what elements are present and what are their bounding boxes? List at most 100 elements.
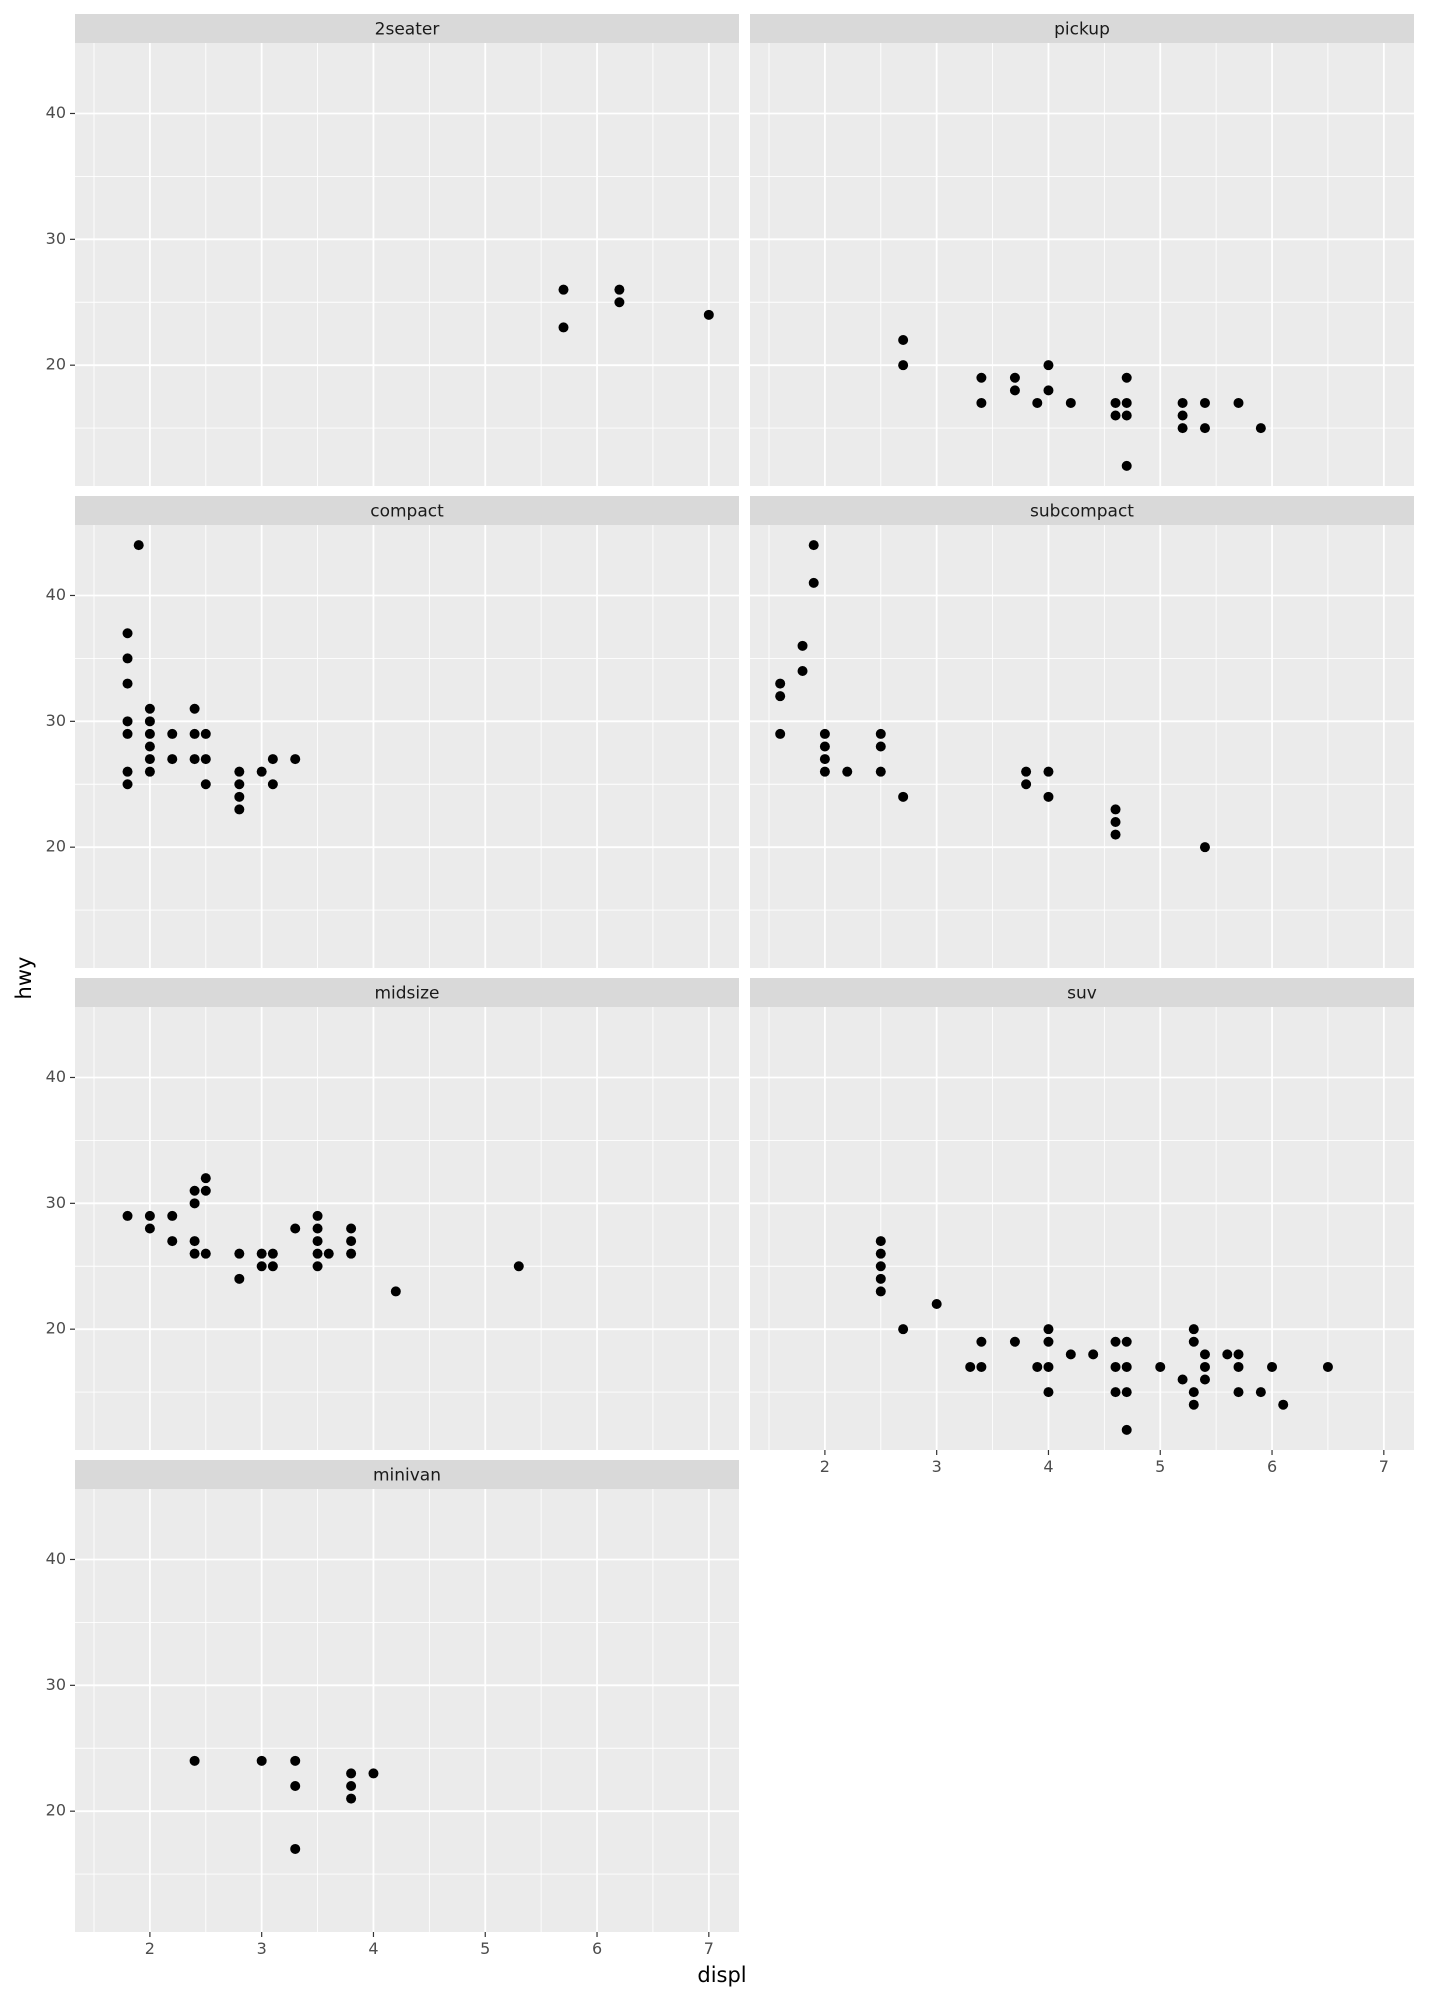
y-tick-label: 40 bbox=[46, 1067, 66, 1086]
y-tick-label: 30 bbox=[46, 1193, 66, 1212]
data-point bbox=[144, 728, 155, 739]
data-point bbox=[346, 1236, 357, 1247]
data-point bbox=[144, 766, 155, 777]
data-point bbox=[797, 665, 808, 676]
data-point bbox=[1233, 1349, 1244, 1360]
y-tick-label: 40 bbox=[46, 103, 66, 122]
panel-background bbox=[75, 1489, 739, 1932]
data-point bbox=[614, 284, 625, 295]
data-point bbox=[1009, 372, 1020, 383]
facet-strip bbox=[750, 14, 1414, 43]
data-point bbox=[167, 1236, 178, 1247]
facet-panel-subcompact: subcompact bbox=[750, 496, 1414, 968]
x-tick-label: 2 bbox=[145, 1939, 155, 1958]
facet-panel-2seater: 2seater 20 30 40 bbox=[46, 14, 739, 486]
data-point bbox=[1199, 1361, 1210, 1372]
data-point bbox=[1188, 1399, 1199, 1410]
data-point bbox=[234, 804, 245, 815]
panel-background bbox=[750, 525, 1414, 968]
data-point bbox=[1121, 397, 1132, 408]
data-point bbox=[1177, 1374, 1188, 1385]
x-tick-label: 4 bbox=[1043, 1457, 1053, 1476]
data-point bbox=[267, 1261, 278, 1272]
data-point bbox=[122, 653, 133, 664]
data-point bbox=[1199, 397, 1210, 408]
data-point bbox=[189, 1755, 200, 1766]
data-point bbox=[1110, 1387, 1121, 1398]
data-point bbox=[1255, 1387, 1266, 1398]
facet-strip-label: compact bbox=[370, 502, 444, 522]
facet-strip-label: midsize bbox=[374, 984, 439, 1004]
data-point bbox=[234, 1248, 245, 1259]
data-point bbox=[290, 1755, 301, 1766]
data-point bbox=[1021, 766, 1032, 777]
data-point bbox=[558, 322, 569, 333]
data-point bbox=[290, 754, 301, 765]
data-point bbox=[234, 1273, 245, 1284]
data-point bbox=[819, 766, 830, 777]
data-point bbox=[323, 1248, 334, 1259]
data-point bbox=[931, 1299, 942, 1310]
data-point bbox=[1043, 1361, 1054, 1372]
data-point bbox=[234, 791, 245, 802]
data-point bbox=[875, 1261, 886, 1272]
facet-strip-label: suv bbox=[1067, 984, 1097, 1004]
x-tick-label: 7 bbox=[1379, 1457, 1389, 1476]
data-point bbox=[1021, 779, 1032, 790]
data-point bbox=[346, 1223, 357, 1234]
panel-background bbox=[750, 1007, 1414, 1450]
data-point bbox=[898, 360, 909, 371]
data-point bbox=[189, 728, 200, 739]
facet-panel-suv: suv 2 3 4 5 6 7 bbox=[750, 978, 1414, 1476]
panel-background bbox=[750, 43, 1414, 486]
data-point bbox=[1043, 385, 1054, 396]
data-point bbox=[1043, 1387, 1054, 1398]
data-point bbox=[898, 791, 909, 802]
data-point bbox=[875, 1248, 886, 1259]
data-point bbox=[290, 1223, 301, 1234]
data-point bbox=[1177, 410, 1188, 421]
data-point bbox=[167, 728, 178, 739]
data-point bbox=[1110, 829, 1121, 840]
data-point bbox=[1121, 1336, 1132, 1347]
data-point bbox=[256, 1755, 267, 1766]
data-point bbox=[312, 1261, 323, 1272]
data-point bbox=[808, 577, 819, 588]
facet-panel-midsize: midsize 20 30 40 bbox=[46, 978, 739, 1450]
data-point bbox=[346, 1248, 357, 1259]
data-point bbox=[267, 754, 278, 765]
y-tick-label: 30 bbox=[46, 229, 66, 248]
y-tick-label: 40 bbox=[46, 585, 66, 604]
data-point bbox=[1255, 423, 1266, 434]
data-point bbox=[1233, 1361, 1244, 1372]
data-point bbox=[390, 1286, 401, 1297]
data-point bbox=[875, 1273, 886, 1284]
data-point bbox=[1009, 1336, 1020, 1347]
data-point bbox=[898, 1324, 909, 1335]
data-point bbox=[1121, 1387, 1132, 1398]
data-point bbox=[1043, 1324, 1054, 1335]
x-axis-title: displ bbox=[697, 1963, 746, 1987]
data-point bbox=[976, 372, 987, 383]
data-point bbox=[200, 1248, 211, 1259]
data-point bbox=[819, 754, 830, 765]
data-point bbox=[290, 1843, 301, 1854]
data-point bbox=[558, 284, 569, 295]
data-point bbox=[1032, 1361, 1043, 1372]
data-point bbox=[976, 1361, 987, 1372]
data-point bbox=[144, 1223, 155, 1234]
x-tick-label: 3 bbox=[257, 1939, 267, 1958]
data-point bbox=[1110, 817, 1121, 828]
data-point bbox=[189, 1198, 200, 1209]
y-tick-label: 30 bbox=[46, 711, 66, 730]
data-point bbox=[1032, 397, 1043, 408]
facet-panel-pickup: pickup bbox=[750, 14, 1414, 486]
data-point bbox=[1110, 1336, 1121, 1347]
y-tick-label: 20 bbox=[46, 1801, 66, 1820]
data-point bbox=[976, 1336, 987, 1347]
data-point bbox=[189, 1236, 200, 1247]
facet-strip-label: subcompact bbox=[1030, 502, 1134, 522]
data-point bbox=[122, 678, 133, 689]
facet-strip bbox=[75, 14, 739, 43]
